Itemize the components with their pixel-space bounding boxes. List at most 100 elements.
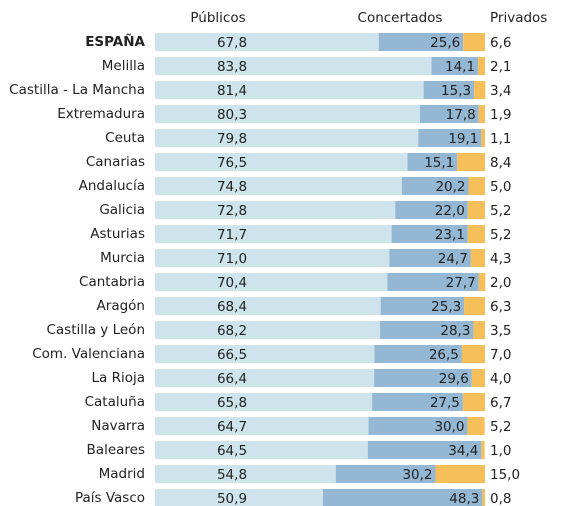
value-label: 66,5 <box>217 347 247 363</box>
bar-segment <box>478 57 485 75</box>
bar-segment <box>155 369 375 387</box>
bar-segment <box>435 465 485 483</box>
bar-segment <box>481 129 485 147</box>
bar-segment <box>423 81 475 99</box>
bar-segment <box>389 249 471 267</box>
value-label: 50,9 <box>217 491 247 506</box>
bar-segment <box>155 129 419 147</box>
category-label: Baleares <box>87 442 145 458</box>
bar-segment <box>478 105 485 123</box>
category-label: Ceuta <box>105 130 145 146</box>
value-label: 68,4 <box>217 299 247 315</box>
legend-label: Concertados <box>358 10 443 26</box>
category-label: Melilla <box>102 58 145 74</box>
category-label: Castilla y León <box>46 322 145 338</box>
bar-segment <box>372 393 463 411</box>
bar-segment <box>322 489 483 506</box>
category-label: Aragón <box>97 298 145 314</box>
value-label: 68,2 <box>217 323 247 339</box>
bar-segment <box>155 153 408 171</box>
value-label: 34,4 <box>448 443 478 459</box>
value-label: 14,1 <box>445 59 475 75</box>
value-label: 30,0 <box>434 419 464 435</box>
bar-segment <box>464 297 485 315</box>
value-label: 70,4 <box>217 275 247 291</box>
category-label: Cantabria <box>79 274 145 290</box>
bar-segment <box>471 369 485 387</box>
value-label: 8,4 <box>490 155 511 171</box>
bar-segment <box>155 249 390 267</box>
bar-segment <box>155 105 420 123</box>
bar-segment <box>155 81 424 99</box>
value-label: 3,5 <box>490 323 511 339</box>
bar-segment <box>473 321 485 339</box>
bar-segment <box>387 273 479 291</box>
value-label: 83,8 <box>217 59 247 75</box>
bar-segment <box>467 417 485 435</box>
category-label: Castilla - La Mancha <box>9 82 145 98</box>
value-label: 28,3 <box>440 323 470 339</box>
value-label: 17,8 <box>446 107 476 123</box>
value-label: 5,2 <box>490 203 511 219</box>
value-label: 29,6 <box>439 371 469 387</box>
category-label: Navarra <box>91 418 145 434</box>
bar-segment <box>155 417 369 435</box>
value-label: 15,1 <box>424 155 454 171</box>
category-label: La Rioja <box>92 370 146 386</box>
value-label: 48,3 <box>449 491 479 506</box>
value-label: 7,0 <box>490 347 511 363</box>
category-label: Madrid <box>99 466 145 482</box>
value-label: 15,0 <box>490 467 520 483</box>
value-label: 72,8 <box>217 203 247 219</box>
bar-segment <box>367 441 482 459</box>
value-label: 67,8 <box>217 35 247 51</box>
value-label: 20,2 <box>435 179 465 195</box>
bar-segment <box>457 153 485 171</box>
legend-label: Privados <box>490 10 547 26</box>
bar-segment <box>155 57 432 75</box>
value-label: 4,3 <box>490 251 511 267</box>
bar-segment <box>418 129 482 147</box>
value-label: 27,7 <box>446 275 476 291</box>
category-label: Cataluña <box>85 394 145 410</box>
value-label: 1,1 <box>490 131 511 147</box>
bar-segment <box>482 489 485 506</box>
bar-segment <box>155 393 373 411</box>
value-label: 6,3 <box>490 299 511 315</box>
bar-segment <box>419 105 479 123</box>
bar-segment <box>391 225 468 243</box>
value-label: 76,5 <box>217 155 247 171</box>
value-label: 23,1 <box>435 227 465 243</box>
category-label: Asturias <box>90 226 145 242</box>
bar-segment <box>155 177 402 195</box>
value-label: 3,4 <box>490 83 511 99</box>
value-label: 26,5 <box>429 347 459 363</box>
value-label: 66,4 <box>217 371 247 387</box>
bar-segment <box>155 345 375 363</box>
value-label: 1,0 <box>490 443 511 459</box>
bar-segment <box>368 417 468 435</box>
value-label: 71,7 <box>217 227 247 243</box>
bar-segment <box>474 81 486 99</box>
bar-segment <box>155 465 336 483</box>
bar-segment <box>155 321 381 339</box>
value-label: 24,7 <box>438 251 468 267</box>
bar-segment <box>155 225 392 243</box>
value-label: 4,0 <box>490 371 511 387</box>
value-label: 54,8 <box>217 467 247 483</box>
value-label: 65,8 <box>217 395 247 411</box>
category-label: Galicia <box>99 202 145 218</box>
value-label: 15,3 <box>441 83 471 99</box>
legend-label: Públicos <box>190 10 245 26</box>
bar-segment <box>335 465 436 483</box>
value-label: 25,6 <box>430 35 460 51</box>
bar-segment <box>155 441 368 459</box>
value-label: 74,8 <box>217 179 247 195</box>
value-label: 64,5 <box>217 443 247 459</box>
bar-segment <box>155 33 379 51</box>
value-label: 2,0 <box>490 275 511 291</box>
value-label: 5,2 <box>490 227 511 243</box>
bar-segment <box>155 273 388 291</box>
value-label: 0,8 <box>490 491 511 506</box>
